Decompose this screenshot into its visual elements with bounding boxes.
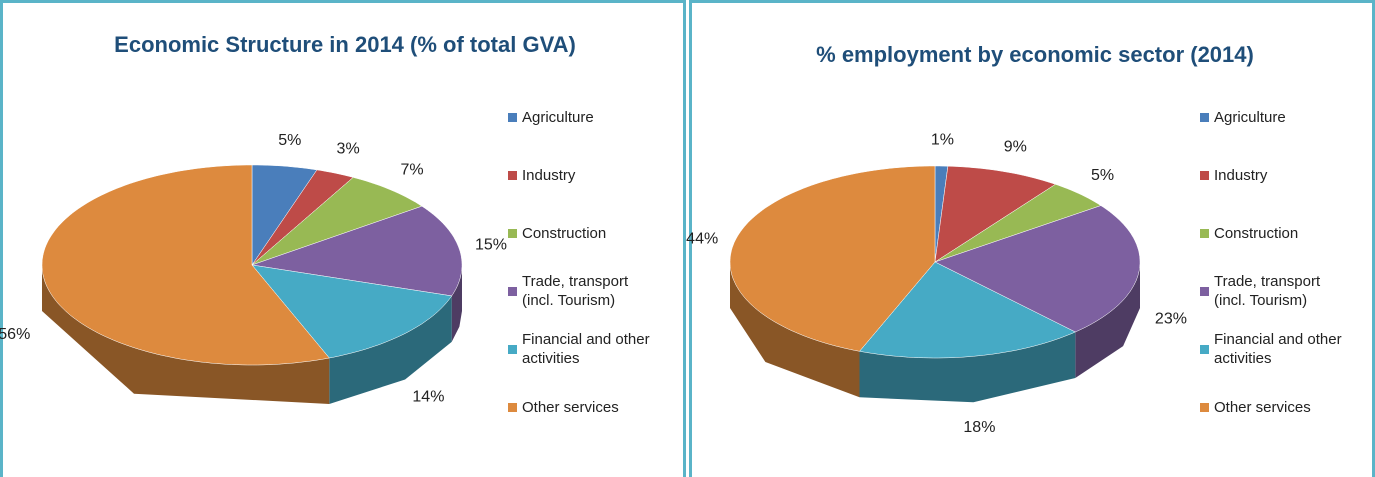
slice [41, 164, 330, 366]
slice [251, 205, 463, 297]
legend-swatch [508, 112, 517, 122]
legend-item: Agriculture [1200, 88, 1360, 146]
legend-label: Trade, transport (incl. Tourism) [1214, 273, 1321, 309]
legend-label: Construction [522, 224, 607, 242]
legend-swatch [508, 402, 517, 412]
legend-swatch [1200, 112, 1209, 122]
legend-swatch [1200, 286, 1209, 296]
slice-side [329, 295, 452, 404]
legend-swatch [1200, 170, 1209, 180]
slice [859, 261, 1076, 359]
legend: Agriculture Industry Construction Trade, tr… [508, 88, 668, 436]
legend-label: Other services [1214, 398, 1311, 416]
data-label: 56% [0, 326, 30, 343]
data-label: 23% [1155, 311, 1187, 328]
legend-swatch [1200, 228, 1209, 238]
legend: Agriculture Industry Construction Trade, tr… [1200, 88, 1360, 436]
data-label: 3% [337, 141, 360, 158]
data-label: 5% [1091, 167, 1114, 184]
chart-title: Economic Structure in 2014 (% of total G… [114, 32, 576, 57]
slice-side [1075, 262, 1140, 378]
legend-swatch [508, 286, 517, 296]
legend-label: Financial and other activities [522, 331, 650, 367]
data-label: 15% [475, 237, 507, 254]
legend-item: Other services [508, 378, 668, 436]
slice-side [859, 332, 1076, 403]
slice [729, 165, 936, 352]
slice-side [730, 262, 860, 398]
data-label: 44% [686, 230, 718, 247]
legend-item: Industry [1200, 146, 1360, 204]
slice [934, 165, 1057, 263]
legend-item: Construction [508, 204, 668, 262]
data-label: 18% [963, 419, 995, 436]
panel [689, 0, 1375, 477]
legend-label: Other services [522, 398, 619, 416]
legend-label: Agriculture [522, 108, 594, 126]
legend-swatch [508, 344, 517, 354]
legend-item: Financial and other activities [1200, 320, 1360, 378]
legend-swatch [1200, 402, 1209, 412]
legend-item: Construction [1200, 204, 1360, 262]
data-label: 14% [412, 388, 444, 405]
legend-item: Other services [1200, 378, 1360, 436]
legend-label: Construction [1214, 224, 1299, 242]
data-label: 5% [278, 132, 301, 149]
legend-label: Agriculture [1214, 108, 1286, 126]
slice-side [42, 265, 330, 404]
legend-item: Agriculture [508, 88, 668, 146]
slice [934, 184, 1102, 263]
legend-swatch [1200, 344, 1209, 354]
panel [0, 0, 686, 477]
slice [251, 264, 453, 359]
legend-item: Industry [508, 146, 668, 204]
data-label: 7% [400, 162, 423, 179]
legend-item: Trade, transport (incl. Tourism) [508, 262, 668, 320]
legend-swatch [508, 170, 517, 180]
legend-item: Trade, transport (incl. Tourism) [1200, 262, 1360, 320]
slice [251, 177, 423, 266]
data-label: 1% [931, 131, 954, 148]
slice-side [451, 265, 462, 342]
legend-label: Financial and other activities [1214, 331, 1342, 367]
legend-swatch [508, 228, 517, 238]
legend-label: Trade, transport (incl. Tourism) [522, 273, 629, 309]
slice [251, 164, 318, 266]
legend-item: Financial and other activities [508, 320, 668, 378]
slice [934, 205, 1141, 333]
chart-title: % employment by economic sector (2014) [816, 42, 1254, 67]
legend-label: Industry [522, 166, 576, 184]
slice [251, 169, 354, 266]
data-label: 9% [1004, 138, 1027, 155]
legend-label: Industry [1214, 166, 1268, 184]
